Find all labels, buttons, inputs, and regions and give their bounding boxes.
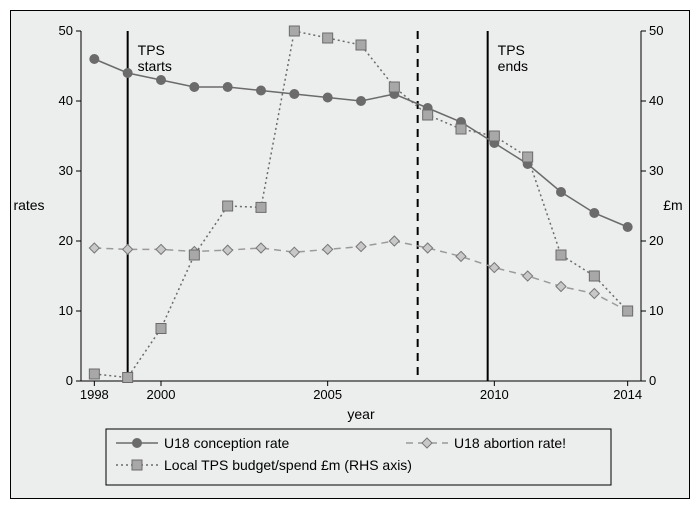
y-right-tick: 20 bbox=[649, 233, 663, 248]
x-tick: 2010 bbox=[480, 387, 509, 402]
annotation: ends bbox=[498, 58, 528, 74]
x-tick: 2005 bbox=[313, 387, 342, 402]
x-tick: 1998 bbox=[80, 387, 109, 402]
x-tick: 2000 bbox=[147, 387, 176, 402]
y-right-axis-label: £m bbox=[663, 197, 682, 213]
x-axis-label: year bbox=[347, 406, 375, 422]
y-left-tick: 0 bbox=[66, 373, 73, 388]
y-left-tick: 20 bbox=[59, 233, 73, 248]
annotation: TPS bbox=[138, 42, 165, 58]
legend-label: U18 conception rate bbox=[164, 435, 290, 451]
y-left-tick: 30 bbox=[59, 163, 73, 178]
y-left-tick: 50 bbox=[59, 23, 73, 38]
y-right-tick: 30 bbox=[649, 163, 663, 178]
y-left-tick: 40 bbox=[59, 93, 73, 108]
chart-svg: 0 10 20 30 40 50 0 10 20 30 40 50 1998 2000 2005 2010 20… bbox=[11, 11, 689, 498]
annotation: TPS bbox=[498, 42, 525, 58]
x-tick: 2014 bbox=[613, 387, 642, 402]
legend-label: U18 abortion rate! bbox=[454, 435, 566, 451]
y-right-tick: 0 bbox=[649, 373, 656, 388]
y-right-tick: 10 bbox=[649, 303, 663, 318]
series-conception bbox=[94, 59, 627, 227]
y-right-tick: 50 bbox=[649, 23, 663, 38]
legend-label: Local TPS budget/spend £m (RHS axis) bbox=[164, 457, 412, 473]
y-right-tick: 40 bbox=[649, 93, 663, 108]
chart-container: 0 10 20 30 40 50 0 10 20 30 40 50 1998 2000 2005 2010 20… bbox=[10, 10, 690, 499]
y-left-axis-label: rates bbox=[13, 197, 44, 213]
annotation: starts bbox=[138, 58, 172, 74]
y-left-tick: 10 bbox=[59, 303, 73, 318]
